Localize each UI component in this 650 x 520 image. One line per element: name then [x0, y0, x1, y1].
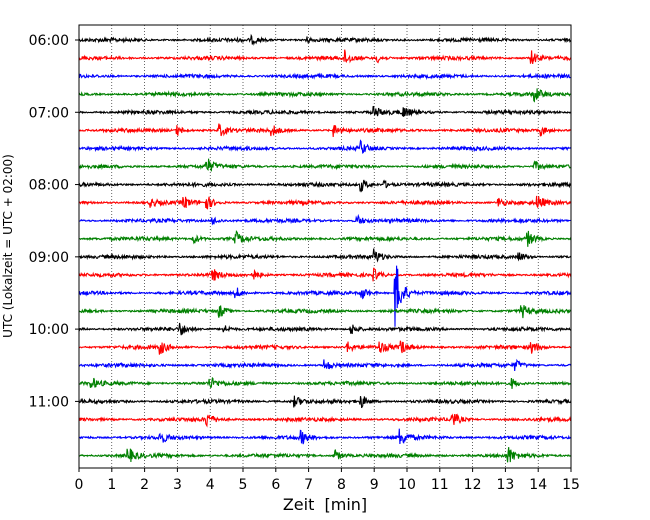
x-tick-label: 2	[140, 477, 149, 493]
x-tick-label: 6	[271, 477, 280, 493]
x-tick-label: 10	[398, 477, 416, 493]
trace-0800	[78, 179, 572, 193]
trace-1130	[78, 428, 572, 445]
y-axis-ticks: 06:00 07:00 08:00 09:00 10:00 11:00	[29, 33, 79, 410]
trace-0745	[78, 158, 572, 172]
plot-frame	[78, 24, 572, 469]
y-axis-label: UTC (Lokalzeit = UTC + 02:00)	[1, 154, 15, 338]
y-tick-label: 10:00	[29, 322, 69, 338]
trace-1015	[78, 340, 572, 355]
x-tick-label: 3	[173, 477, 182, 493]
trace-0830	[78, 213, 572, 226]
trace-0945	[78, 305, 572, 319]
trace-0930	[78, 265, 572, 327]
grid-lines	[111, 25, 539, 468]
trace-0730	[78, 139, 572, 154]
trace-1030	[78, 358, 572, 371]
x-tick-label: 1	[107, 477, 116, 493]
x-tick-label: 13	[496, 477, 514, 493]
x-tick-label: 15	[562, 477, 580, 493]
x-tick-label: 14	[529, 477, 547, 493]
trace-0815	[78, 195, 572, 210]
x-tick-label: 7	[304, 477, 313, 493]
y-tick-label: 11:00	[29, 394, 69, 410]
trace-1100	[78, 395, 572, 409]
seismic-traces	[78, 33, 572, 463]
y-tick-label: 07:00	[29, 105, 69, 121]
x-tick-label: 12	[464, 477, 482, 493]
trace-0645	[78, 88, 572, 103]
trace-1145	[78, 447, 572, 463]
trace-0630	[78, 72, 572, 81]
x-axis-ticks: 0 1 2 3 4 5 6 7 8 9 10 11 12 13 14 15	[75, 468, 580, 493]
trace-1000	[78, 322, 572, 336]
x-tick-label: 9	[370, 477, 379, 493]
x-tick-label: 8	[337, 477, 346, 493]
trace-0715	[79, 123, 572, 138]
x-tick-label: 4	[206, 477, 215, 493]
trace-0700	[78, 105, 572, 117]
y-tick-label: 08:00	[29, 178, 69, 194]
y-tick-label: 09:00	[29, 250, 69, 266]
x-tick-label: 11	[431, 477, 449, 493]
trace-0615	[78, 49, 572, 65]
trace-0915	[78, 267, 572, 282]
trace-1115	[78, 413, 572, 428]
x-axis-label: Zeit [min]	[283, 495, 367, 514]
y-tick-label: 06:00	[29, 33, 69, 49]
trace-0900	[78, 248, 572, 263]
x-tick-label: 5	[239, 477, 248, 493]
trace-0600	[78, 33, 572, 46]
trace-0845	[78, 229, 572, 247]
trace-1045	[78, 376, 572, 389]
x-tick-label: 0	[75, 477, 84, 493]
